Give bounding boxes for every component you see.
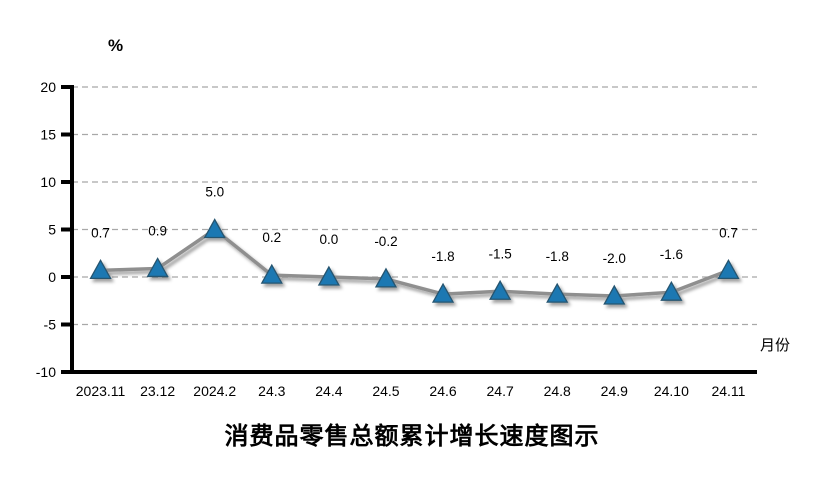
y-tick-label: -10 — [36, 364, 56, 380]
data-point-label: 0.0 — [319, 232, 338, 247]
x-tick-label: 2023.11 — [76, 383, 126, 399]
data-point-label: 0.2 — [262, 230, 281, 245]
y-tick-label: -5 — [44, 317, 57, 333]
x-tick-label: 23.12 — [140, 383, 175, 399]
x-tick-label: 24.7 — [487, 383, 514, 399]
data-point-label: -0.2 — [374, 234, 397, 249]
series-line — [100, 227, 730, 298]
y-tick-label: 5 — [48, 222, 56, 238]
x-tick-label: 24.3 — [258, 383, 285, 399]
data-point-marker — [203, 218, 226, 239]
data-point-marker — [317, 265, 340, 286]
y-axis-unit-label: % — [108, 36, 124, 55]
y-tick-label: 0 — [48, 269, 56, 285]
x-tick-label: 24.11 — [711, 383, 745, 399]
data-point-marker — [603, 284, 626, 305]
data-point-marker — [660, 280, 683, 301]
data-point-marker — [260, 263, 283, 284]
data-point-marker — [489, 279, 512, 300]
x-tick-label: 24.8 — [544, 383, 571, 399]
data-point-marker — [146, 257, 169, 278]
x-tick-label: 24.4 — [315, 383, 342, 399]
x-tick-label: 2024.2 — [193, 383, 236, 399]
data-point-label: -2.0 — [603, 251, 626, 266]
plot-svg: 20 15 10 5 0 -5 -10 0.7 0.9 5.0 0.2 0.0 -0.2 -1.8 -1.5… — [36, 79, 757, 399]
data-point-label: -1.8 — [431, 249, 454, 264]
y-tick-label: 20 — [40, 79, 56, 95]
data-point-marker — [89, 259, 112, 280]
chart-title: 消费品零售总额累计增长速度图示 — [224, 424, 600, 450]
series-group — [89, 218, 740, 305]
data-point-label: -1.5 — [488, 246, 511, 261]
data-point-marker — [717, 259, 740, 280]
data-point-label: 0.7 — [719, 225, 738, 240]
data-point-marker — [546, 282, 569, 303]
data-point-label: 0.7 — [91, 225, 110, 240]
x-tick-label: 24.10 — [654, 383, 689, 399]
x-tick-label: 24.9 — [601, 383, 628, 399]
data-point-label: 0.9 — [148, 223, 167, 238]
y-tick-label: 10 — [40, 174, 56, 190]
data-point-marker — [431, 282, 455, 303]
data-point-label: -1.8 — [546, 249, 569, 264]
x-tick-label: 24.5 — [372, 383, 399, 399]
x-tick-label: 24.6 — [429, 383, 456, 399]
data-point-marker — [374, 267, 398, 288]
x-axis-title: 月份 — [760, 338, 791, 354]
y-tick-label: 15 — [40, 127, 56, 143]
data-point-label: 5.0 — [205, 185, 224, 200]
data-point-label: -1.6 — [660, 247, 683, 262]
